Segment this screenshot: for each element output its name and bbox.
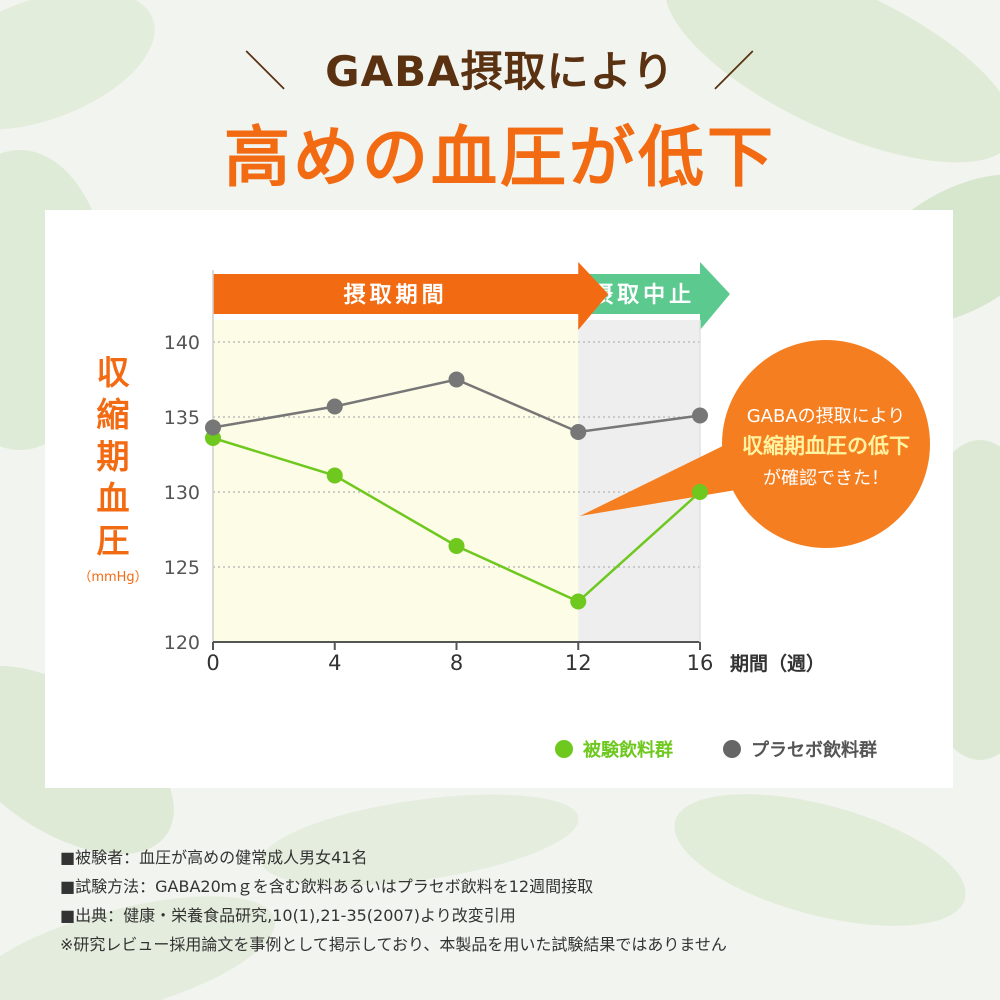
y-axis-unit: （mmHg） [78,570,148,585]
series-1-point-2 [448,371,465,388]
legend-item-placebo: プラセボ飲料群 [723,736,877,762]
y-axis-label: 収縮期血圧 [96,353,130,560]
callout-pointer [580,440,748,516]
legend-label-placebo: プラセボ飲料群 [751,740,877,761]
note-disclaimer: ※研究レビュー採用論文を事例として掲示しており、本製品を用いた試験結果ではありま… [60,935,727,954]
series-0-point-1 [326,467,343,484]
series-1-point-0 [205,419,221,436]
callout-line-3: が確認できた！ [763,468,889,489]
study-notes: ■被験者：血圧が高めの健常成人男女41名 ■試験方法：GABA20ｍｇを含む飲料… [60,843,727,959]
series-0-point-4 [692,484,708,500]
series-1-point-1 [326,398,343,415]
y-tick-label-4: 140 [164,332,200,354]
callout-bubble: GABAの摂取により 収縮期血圧の低下 が確認できた！ [722,340,930,548]
series-1-point-4 [692,407,708,424]
series-0-point-2 [448,538,465,554]
legend-dot-test [555,740,573,758]
note-subjects: ■被験者：血圧が高めの健常成人男女41名 [60,848,368,867]
subtitle-text: GABA摂取により [325,47,675,96]
headline-title: 高めの血圧が低下 [224,119,776,196]
legend-item-test: 被験飲料群 [555,736,673,762]
x-tick-label-3: 12 [565,651,592,675]
series-1-point-3 [570,424,587,440]
x-tick-label-4: 16 [687,651,714,675]
phase-banner-1 [578,262,730,330]
x-axis-label: 期間（週） [730,652,825,675]
slash-right: ／ [712,47,756,96]
y-tick-label-0: 120 [164,632,200,654]
series-0-point-3 [570,593,587,610]
note-source: ■出典：健康・栄養食品研究,10(1),21-35(2007)より改変引用 [60,906,516,925]
slash-left: ＼ [244,47,288,96]
x-tick-label-2: 8 [450,651,463,675]
x-tick-label-0: 0 [206,651,219,675]
legend-dot-placebo [723,740,741,758]
callout-line-1: GABAの摂取により [746,406,906,427]
y-tick-label-1: 125 [164,557,200,579]
phase-label-0: 摂取期間 [344,282,448,308]
phase-banner-0 [213,262,609,330]
phase-shade-0 [213,320,579,642]
y-tick-label-3: 135 [164,407,200,429]
phase-label-1: 摂取中止 [591,282,695,308]
legend-label-test: 被験飲料群 [583,740,673,761]
note-method: ■試験方法：GABA20ｍｇを含む飲料あるいはプラセボ飲料を12週間接取 [60,877,594,896]
callout-line-2: 収縮期血圧の低下 [742,434,910,458]
headline-subtitle: ＼ GABA摂取により ／ [0,38,1000,99]
y-tick-label-2: 130 [164,482,200,504]
x-tick-label-1: 4 [328,651,341,675]
